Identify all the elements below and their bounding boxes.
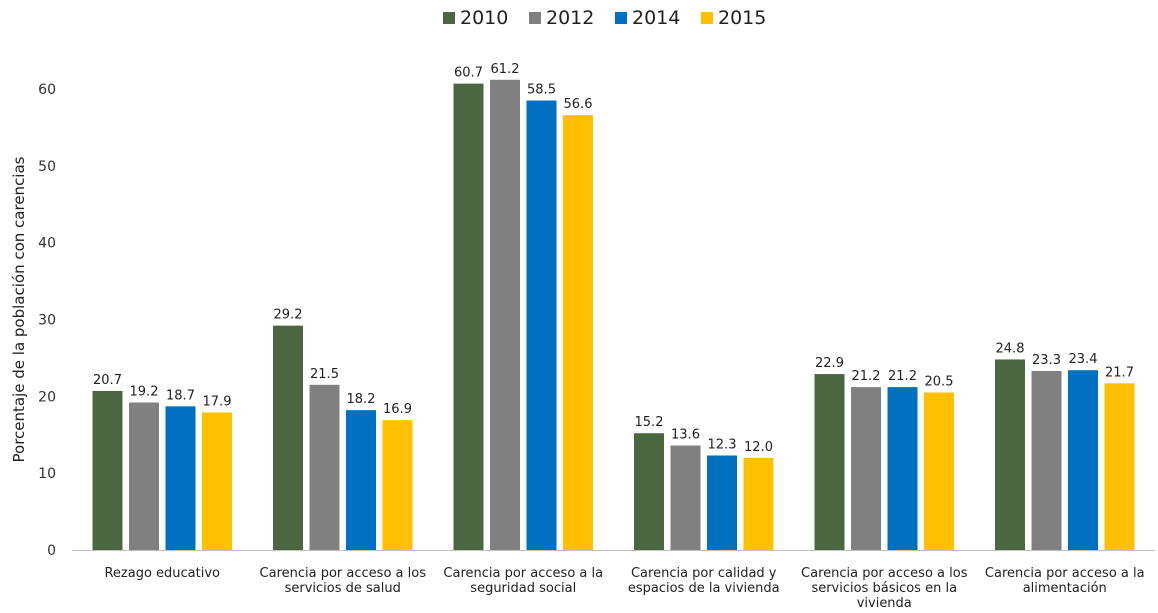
y-axis: 0 10 20 30 40 50 60 xyxy=(38,82,56,559)
data-label: 18.2 xyxy=(347,392,376,407)
x-axis: Rezago educativo Carencia por acceso a lo… xyxy=(72,550,1155,611)
data-label: 16.9 xyxy=(383,402,412,417)
data-label: 21.7 xyxy=(1105,365,1134,380)
category-label: Carencia por acceso a la seguridad social xyxy=(443,566,603,596)
y-tick-label: 0 xyxy=(47,543,56,559)
category-label: Rezago educativo xyxy=(104,566,220,581)
data-label: 24.8 xyxy=(996,341,1025,356)
bars xyxy=(92,79,1135,551)
bar-2012 xyxy=(129,402,159,550)
category-label-line: Carencia por acceso a los xyxy=(260,566,427,581)
y-tick-label: 40 xyxy=(38,236,56,252)
data-label: 20.5 xyxy=(925,374,954,389)
category-label-line: Carencia por acceso a la xyxy=(985,566,1145,581)
data-label: 12.0 xyxy=(744,440,773,455)
category-label: Carencia por acceso a la alimentación xyxy=(985,566,1145,596)
data-label: 29.2 xyxy=(274,308,303,323)
category-label-line: servicios básicos en la xyxy=(811,581,957,596)
data-label: 23.4 xyxy=(1069,352,1098,367)
bar-2014 xyxy=(707,455,737,550)
bar-2010 xyxy=(995,359,1025,550)
legend-label: 2015 xyxy=(718,7,766,29)
y-tick-label: 10 xyxy=(38,466,56,482)
legend-label: 2012 xyxy=(546,7,594,29)
bar-2014 xyxy=(1068,370,1098,550)
bar-2010 xyxy=(92,390,123,550)
bar-2012 xyxy=(670,445,701,550)
y-tick-label: 60 xyxy=(38,82,56,98)
bar-2010 xyxy=(634,433,664,550)
legend-label: 2014 xyxy=(632,7,680,29)
data-label: 19.2 xyxy=(130,384,159,399)
data-label: 58.5 xyxy=(527,83,556,98)
legend-swatch-2010 xyxy=(443,12,455,24)
legend-label: 2010 xyxy=(460,7,508,29)
category-label-line: servicios de salud xyxy=(285,581,401,596)
bar-2015 xyxy=(743,457,774,550)
data-label: 60.7 xyxy=(454,66,483,81)
bar-2012 xyxy=(851,387,881,550)
category-label: Carencia por calidad y espacios de la viv… xyxy=(628,566,780,596)
category-label-line: seguridad social xyxy=(470,581,576,596)
legend-swatch-2012 xyxy=(529,12,541,24)
category-label-line: Carencia por acceso a la xyxy=(443,566,603,581)
bar-2015 xyxy=(1104,383,1135,550)
category-label-line: espacios de la vivienda xyxy=(628,581,780,596)
data-label: 61.2 xyxy=(491,62,520,77)
bar-2015 xyxy=(382,420,413,550)
data-label: 21.5 xyxy=(310,367,339,382)
data-label: 21.2 xyxy=(852,369,881,384)
data-label: 21.2 xyxy=(888,369,917,384)
category-label-line: Carencia por acceso a los xyxy=(801,566,968,581)
bar-2014 xyxy=(165,406,196,550)
y-axis-title: Porcentaje de la población con carencias xyxy=(10,156,28,462)
data-label: 13.6 xyxy=(671,428,700,443)
data-label: 15.2 xyxy=(635,415,664,430)
bar-2015 xyxy=(202,412,232,550)
bar-2012 xyxy=(1031,370,1062,550)
bar-2014 xyxy=(887,387,918,550)
y-tick-label: 20 xyxy=(38,389,56,405)
data-label: 20.7 xyxy=(93,373,122,388)
data-labels: 20.7 19.2 18.7 17.9 29.2 21.5 18.2 16.9 60.7 61.2… xyxy=(93,62,1134,455)
category-label: Carencia por acceso a los servicios de sa… xyxy=(260,566,427,596)
data-label: 56.6 xyxy=(564,97,593,112)
data-label: 18.7 xyxy=(166,388,195,403)
data-label: 17.9 xyxy=(203,394,232,409)
bar-2015 xyxy=(924,392,954,550)
category-label: Carencia por acceso a los servicios básic… xyxy=(801,566,968,611)
data-label: 12.3 xyxy=(708,437,737,452)
legend-swatch-2014 xyxy=(615,12,627,24)
bar-2012 xyxy=(309,384,340,550)
category-label-line: vivienda xyxy=(857,596,912,611)
category-label-line: alimentación xyxy=(1023,581,1107,596)
bar-2015 xyxy=(563,115,593,550)
y-tick-label: 30 xyxy=(38,313,56,329)
bar-2010 xyxy=(273,325,303,550)
y-tick-label: 50 xyxy=(38,159,56,175)
bar-2010 xyxy=(453,83,484,550)
legend: 2010 2012 2014 2015 xyxy=(443,7,766,29)
category-label-line: Carencia por calidad y xyxy=(631,566,777,581)
bar-2014 xyxy=(526,100,557,551)
bar-2014 xyxy=(346,410,376,550)
bar-2012 xyxy=(490,79,520,550)
legend-swatch-2015 xyxy=(701,12,713,24)
bar-2010 xyxy=(814,374,845,550)
data-label: 23.3 xyxy=(1032,353,1061,368)
category-label-line: Rezago educativo xyxy=(104,566,220,581)
data-label: 22.9 xyxy=(815,356,844,371)
